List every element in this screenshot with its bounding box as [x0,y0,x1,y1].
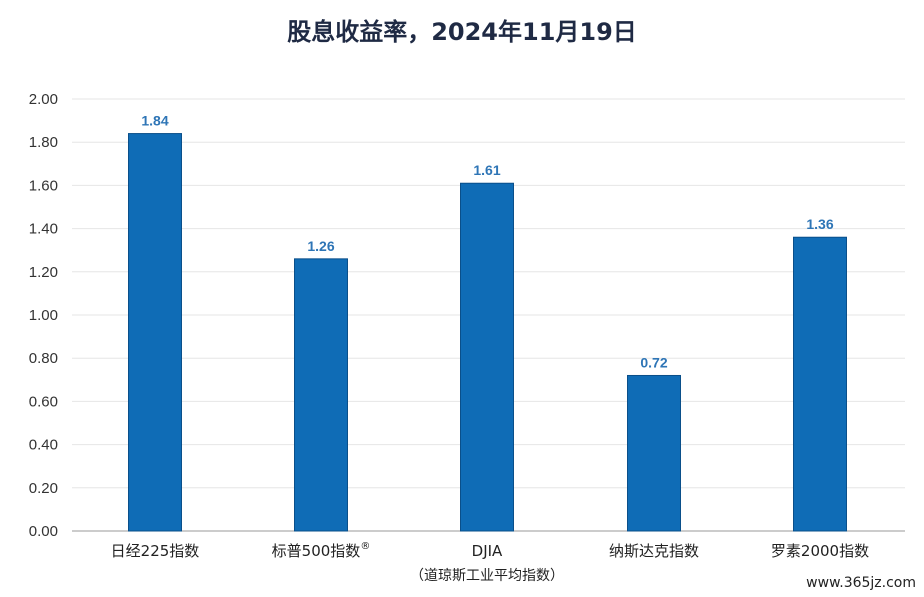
x-tick-sublabel: （道琼斯工业平均指数） [410,568,564,584]
y-tick-label: 0.40 [29,437,58,454]
data-label: 0.72 [640,354,667,370]
bar [294,258,348,532]
data-label: 1.84 [141,113,168,129]
y-tick-label: 1.00 [29,307,58,324]
watermark: www.365jz.com [806,575,916,591]
y-tick-label: 0.00 [29,523,58,540]
x-tick-label: 日经225指数 [111,542,200,560]
bar [627,374,681,532]
chart-title: 股息收益率，2024年11月19日 [287,18,637,46]
bar [128,133,182,532]
data-label: 1.26 [307,238,334,254]
y-tick-label: 2.00 [29,91,58,108]
x-tick-label: 罗素2000指数 [771,542,869,560]
bar [460,182,514,532]
data-label: 1.36 [806,216,833,232]
data-label: 1.61 [473,162,500,178]
y-tick-label: 0.80 [29,350,58,367]
y-tick-label: 0.20 [29,480,58,497]
y-tick-label: 1.40 [29,221,58,238]
y-tick-label: 0.60 [29,393,58,410]
x-tick-label: DJIA [472,542,503,560]
x-tick-label: 标普500指数® [272,541,371,560]
x-tick-label: 纳斯达克指数 [609,542,699,560]
y-tick-label: 1.80 [29,134,58,151]
y-tick-label: 1.20 [29,264,58,281]
bar [793,236,847,532]
y-tick-label: 1.60 [29,177,58,194]
